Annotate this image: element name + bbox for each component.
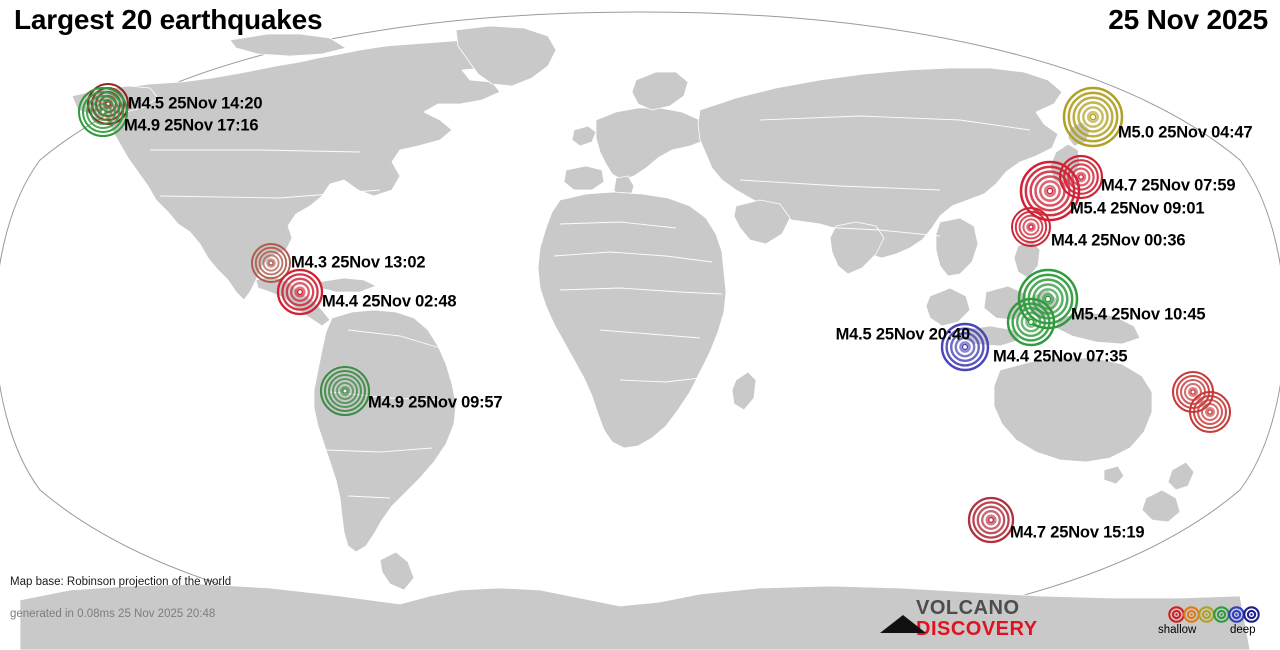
legend-label-shallow: shallow (1158, 624, 1197, 636)
quake-label-eq-01: M4.5 25Nov 14:20 (128, 94, 263, 113)
quake-label-eq-10: M4.4 25Nov 07:35 (993, 347, 1128, 366)
landmass-iberia (563, 165, 605, 191)
page-title: Largest 20 earthquakes (14, 4, 323, 35)
quake-label-eq-02: M4.9 25Nov 17:16 (124, 116, 259, 135)
quake-label-eq-03: M5.0 25Nov 04:47 (1118, 123, 1253, 142)
map-date: 25 Nov 2025 (1108, 4, 1268, 35)
quake-label-eq-12: M4.9 25Nov 09:57 (368, 393, 503, 412)
volcano-triangle-icon (880, 615, 926, 633)
map-base-credit: Map base: Robinson projection of the wor… (10, 576, 232, 588)
quake-label-eq-11: M4.5 25Nov 20:40 (835, 325, 971, 344)
landmass-arabia (733, 199, 791, 245)
landmass-philippines (1013, 239, 1041, 279)
landmass-europe (595, 107, 713, 181)
landmass-india (829, 221, 885, 275)
legend-swatch-5 (1243, 606, 1260, 623)
landmass-japan-north (1067, 121, 1091, 147)
landmass-arctic-islands (229, 33, 347, 57)
landmass-japan (1049, 143, 1081, 187)
quake-label-eq-06: M4.4 25Nov 00:36 (1051, 231, 1186, 250)
landmass-madagascar (731, 371, 757, 411)
legend-swatch-0 (1168, 606, 1185, 623)
landmass-north-america (95, 39, 521, 301)
legend-swatch-2 (1198, 606, 1215, 623)
landmass-new-zealand-south (1141, 489, 1181, 523)
landmass-antarctic-peninsula (379, 551, 415, 591)
generated-stamp: generated in 0.08ms 25 Nov 2025 20:48 (10, 608, 216, 620)
logo-line-1: VOLCANO (916, 597, 1020, 619)
landmass-caribbean (317, 277, 377, 293)
landmass-antarctica (19, 583, 1251, 650)
legend-label-deep: deep (1230, 624, 1256, 636)
landmass-africa (537, 191, 727, 449)
logo-line-2: DISCOVERY (916, 618, 1038, 640)
quake-label-eq-13: M4.7 25Nov 15:19 (1010, 523, 1145, 542)
landmass-greenland (455, 25, 557, 87)
quake-label-eq-09: M5.4 25Nov 10:45 (1071, 305, 1206, 324)
landmass-new-zealand-north (1167, 461, 1195, 491)
quake-label-eq-08: M4.4 25Nov 02:48 (322, 292, 457, 311)
volcanodiscovery-logo[interactable]: VOLCANO DISCOVERY (880, 598, 1038, 639)
landmass-borneo (983, 285, 1029, 321)
landmass-sumatra (925, 287, 971, 327)
quake-label-eq-04: M4.7 25Nov 07:59 (1101, 176, 1236, 195)
legend-swatch-3 (1213, 606, 1230, 623)
landmass-australia (993, 357, 1153, 463)
landmass-tasmania (1103, 465, 1125, 485)
landmass-british-isles (571, 125, 597, 147)
quake-label-eq-07: M4.3 25Nov 13:02 (291, 253, 426, 272)
depth-legend-labels: shallow deep (1158, 624, 1258, 638)
depth-legend-swatches (1168, 606, 1260, 623)
landmass-scandinavia (631, 71, 689, 111)
country-borders (150, 115, 1031, 499)
depth-legend: shallow deep (1158, 606, 1260, 638)
legend-swatch-4 (1228, 606, 1245, 623)
legend-swatch-1 (1183, 606, 1200, 623)
landmass-indochina (935, 217, 979, 277)
quake-label-eq-05: M5.4 25Nov 09:01 (1070, 199, 1205, 218)
landmass-sulawesi (1029, 289, 1059, 321)
